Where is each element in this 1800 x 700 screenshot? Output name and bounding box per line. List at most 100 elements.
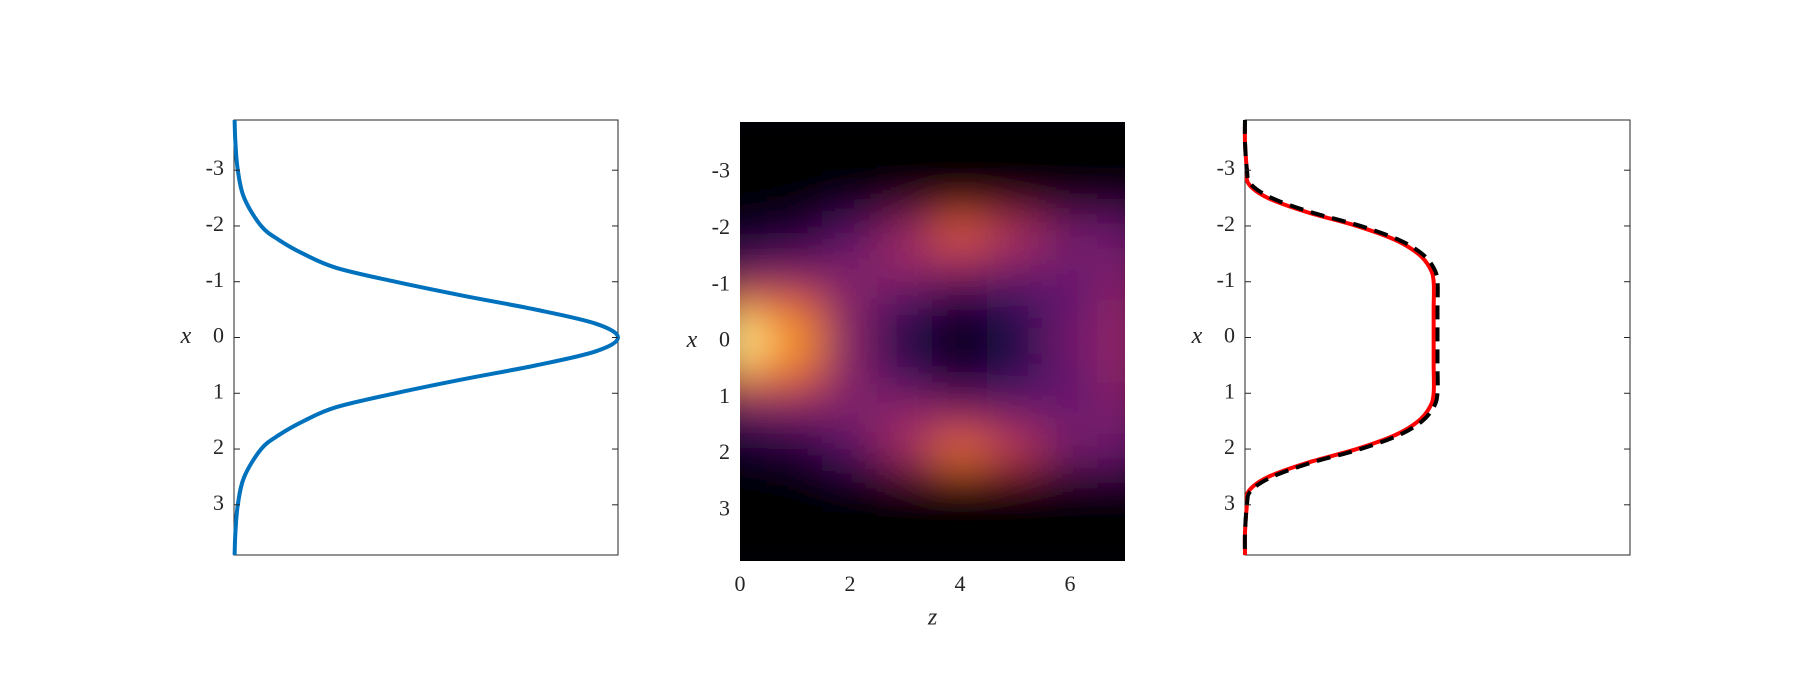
heatmap-cell xyxy=(740,242,768,272)
heatmap-cell xyxy=(740,383,768,413)
heatmap-cell xyxy=(740,270,768,300)
heatmap-cell xyxy=(740,298,768,328)
heatmap-cell xyxy=(822,411,878,441)
heatmap-cell xyxy=(740,326,768,357)
heatmap-cell xyxy=(1042,411,1098,441)
y-tick-label: -3 xyxy=(1217,155,1235,180)
y-tick-label: -2 xyxy=(1217,211,1235,236)
y-axis-label: x xyxy=(686,327,698,353)
heatmap-cell xyxy=(987,467,1043,497)
heatmap-cell xyxy=(932,495,988,525)
heatmap-cell xyxy=(987,270,1043,300)
heatmap-cell xyxy=(877,186,933,216)
heatmap-cell xyxy=(1097,355,1125,385)
heatmap-cell xyxy=(1097,383,1125,413)
heatmap-cell xyxy=(1042,355,1098,385)
x-tick-label: 2 xyxy=(845,571,856,596)
heatmap-cell xyxy=(822,495,878,525)
heatmap-cell xyxy=(1097,495,1125,525)
heatmap-cell xyxy=(987,411,1043,441)
heatmap-cell xyxy=(767,326,823,357)
x-tick-label: 4 xyxy=(955,571,966,596)
heatmap-cell xyxy=(1097,439,1125,469)
y-tick-label: 3 xyxy=(719,495,730,520)
heatmap-cell xyxy=(767,383,823,413)
y-axis-label: x xyxy=(180,323,192,349)
y-tick-label: 0 xyxy=(1224,323,1235,348)
y-tick-label: 0 xyxy=(213,323,224,348)
heatmap-cell xyxy=(932,214,988,244)
heatmap-cell xyxy=(767,186,823,216)
heatmap-cell xyxy=(877,439,933,469)
heatmap-cell xyxy=(877,129,933,160)
heatmap-cell xyxy=(877,383,933,413)
heatmap-cell xyxy=(1097,467,1125,497)
heatmap-cell xyxy=(1042,439,1098,469)
heatmap-cell xyxy=(740,355,768,385)
heatmap-cell xyxy=(1042,270,1098,300)
heatmap-cell xyxy=(1042,298,1098,328)
heatmap-cell xyxy=(987,158,1043,188)
heatmap-cell xyxy=(822,186,878,216)
heatmap-cell xyxy=(740,214,768,244)
y-tick-label: 3 xyxy=(213,490,224,515)
heatmap-cell xyxy=(1042,326,1098,357)
heatmap-cell xyxy=(877,495,933,525)
heatmap-cell xyxy=(932,326,988,357)
heatmap-cell xyxy=(877,467,933,497)
heatmap-cell xyxy=(877,298,933,328)
y-tick-label: 1 xyxy=(1224,378,1235,403)
heatmap-cell xyxy=(1042,214,1098,244)
heatmap-cell xyxy=(822,383,878,413)
heatmap-cell xyxy=(740,467,768,497)
heatmap-cell xyxy=(822,439,878,469)
y-tick-label: -3 xyxy=(206,155,224,180)
heatmap-cell xyxy=(822,270,878,300)
heatmap-cell xyxy=(987,383,1043,413)
heatmap-cell xyxy=(767,214,823,244)
heatmap-cell xyxy=(1097,186,1125,216)
y-tick-label: 1 xyxy=(719,383,730,408)
heatmap-cell xyxy=(740,439,768,469)
heatmap-cell xyxy=(767,467,823,497)
heatmap-cell xyxy=(1097,158,1125,188)
heatmap-cell xyxy=(740,523,768,554)
heatmap-cell xyxy=(932,467,988,497)
heatmap-cell xyxy=(822,523,878,554)
heatmap-clip xyxy=(740,129,1125,554)
heatmap-cell xyxy=(1042,383,1098,413)
heatmap-cell xyxy=(767,439,823,469)
heatmap-cell xyxy=(987,129,1043,160)
heatmap-cell xyxy=(932,242,988,272)
heatmap-cell xyxy=(987,186,1043,216)
y-tick-label: 1 xyxy=(213,378,224,403)
heatmap-cell xyxy=(822,467,878,497)
heatmap-cell xyxy=(932,411,988,441)
x-tick-label: 0 xyxy=(735,571,746,596)
y-tick-label: -1 xyxy=(1217,267,1235,292)
heatmap-cell xyxy=(822,214,878,244)
heatmap-cell xyxy=(1097,523,1125,554)
heatmap-cell xyxy=(822,355,878,385)
heatmap-cell xyxy=(767,158,823,188)
heatmap-cell xyxy=(767,355,823,385)
x-axis-label: z xyxy=(927,605,938,631)
heatmap-cell xyxy=(932,355,988,385)
heatmap-cell xyxy=(987,298,1043,328)
y-tick-label: 2 xyxy=(213,434,224,459)
heatmap-cell xyxy=(822,158,878,188)
heatmap-cell xyxy=(877,214,933,244)
heatmap-cell xyxy=(1042,186,1098,216)
heatmap-cell xyxy=(877,523,933,554)
heatmap-cell xyxy=(1042,523,1098,554)
y-tick-label: -2 xyxy=(206,211,224,236)
heatmap-cell xyxy=(767,523,823,554)
heatmap-cell xyxy=(740,129,768,160)
data-line xyxy=(232,119,621,556)
heatmap-cell xyxy=(822,129,878,160)
data-line xyxy=(1242,119,1440,556)
heatmap-cell xyxy=(1097,242,1125,272)
y-tick-label: -2 xyxy=(712,214,730,239)
